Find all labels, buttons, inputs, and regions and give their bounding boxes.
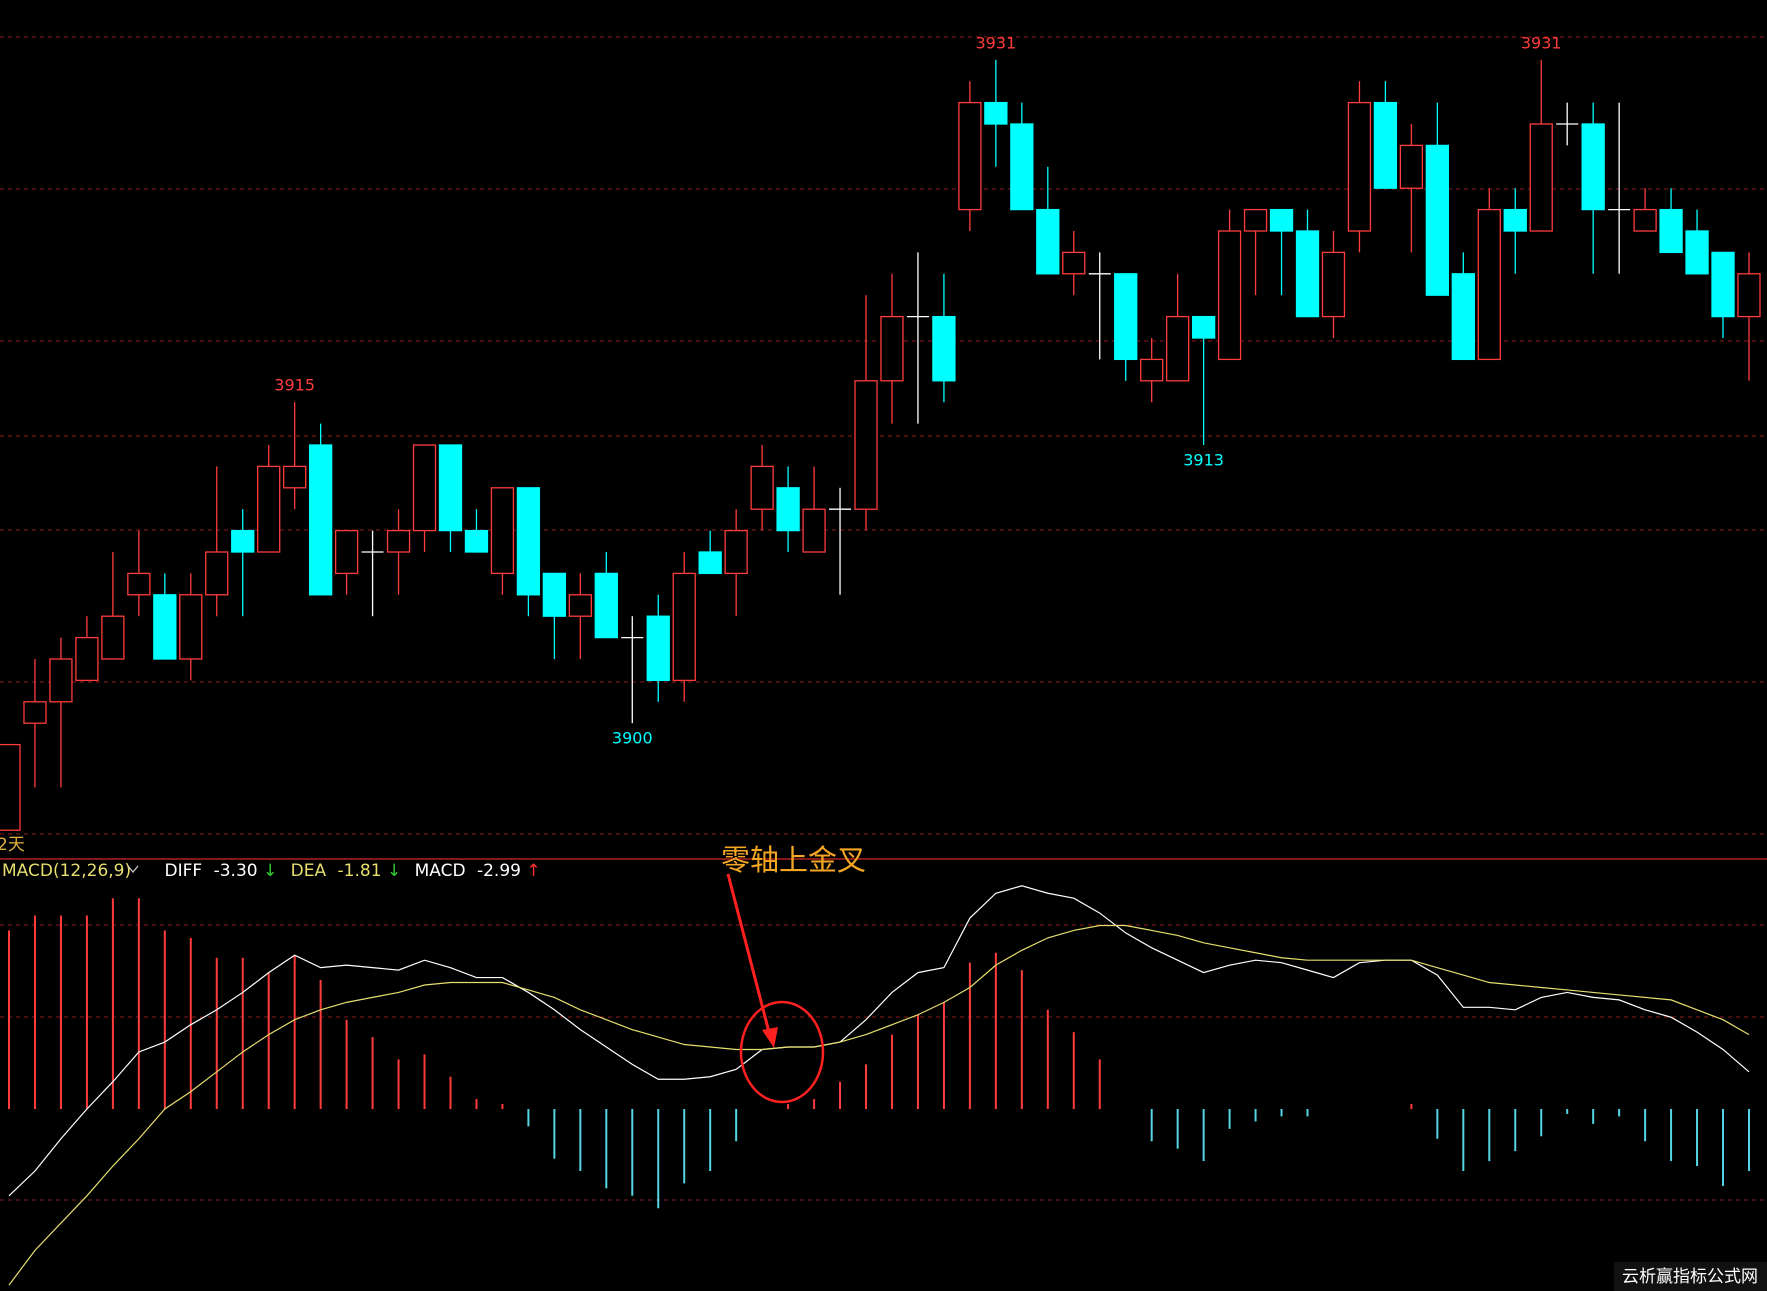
candle-body <box>1373 101 1398 189</box>
candle-body <box>1659 208 1683 254</box>
indicator-line <box>8 885 1750 1197</box>
candle-body <box>1529 123 1553 232</box>
candle-body <box>1010 123 1034 211</box>
annotation-circle <box>739 1000 825 1104</box>
candle-body <box>127 572 151 596</box>
candle-body <box>1425 144 1449 296</box>
candle-body <box>205 551 229 596</box>
high-label: 3931 <box>1521 33 1562 52</box>
series-value: -3.30 <box>214 861 258 881</box>
candle-body <box>958 101 982 211</box>
candle-body <box>672 572 696 682</box>
trend-arrow: ↑ <box>526 861 540 881</box>
candle-body <box>386 529 411 553</box>
macd-panel <box>8 885 1750 1286</box>
candle-body <box>750 465 774 510</box>
candle-body <box>854 380 878 510</box>
candle-body <box>1347 101 1372 232</box>
series-name: DIFF <box>165 861 203 881</box>
trend-arrow: ↓ <box>263 861 277 881</box>
candle-body <box>776 487 800 532</box>
low-label: 3900 <box>612 729 653 748</box>
candle-body <box>1399 144 1424 189</box>
candle-body <box>1243 208 1268 232</box>
candle-body <box>880 315 904 382</box>
series-name: MACD <box>415 861 466 881</box>
candle-body <box>49 658 73 703</box>
candle-body <box>283 465 307 489</box>
candle-body <box>1633 208 1657 232</box>
period-label: 2天 <box>0 835 25 855</box>
series-name: DEA <box>291 861 327 881</box>
candle-body <box>724 529 748 575</box>
candle-body <box>1140 358 1164 382</box>
indicator-title: MACD(12,26,9) <box>2 861 131 881</box>
candle-body <box>1036 208 1060 275</box>
candle-body <box>1477 208 1501 361</box>
candle-body <box>594 572 618 639</box>
high-label: 3931 <box>976 33 1017 52</box>
candle-body <box>698 551 722 575</box>
price-panel: 3915 3900 3931 3913 3931 <box>0 33 1761 831</box>
candle-body <box>0 743 21 831</box>
candle-body <box>1581 123 1605 211</box>
candle-body <box>464 529 489 553</box>
annotation: 零轴上金叉 <box>721 843 866 877</box>
candle-body <box>490 487 515 575</box>
candle-body <box>308 444 333 596</box>
candle-body <box>1711 251 1735 318</box>
candle-body <box>646 615 670 682</box>
candle-body <box>101 615 125 660</box>
candle-body <box>932 315 956 382</box>
watermark-box <box>1614 1262 1767 1291</box>
candle-body <box>1166 315 1190 382</box>
candle-body <box>1114 273 1138 361</box>
candle-body <box>75 636 99 682</box>
annotation-arrowhead <box>762 1027 778 1048</box>
candle-body <box>568 594 592 617</box>
trend-arrow: ↓ <box>387 861 401 881</box>
candle-body <box>1191 315 1216 339</box>
candle-body <box>257 465 281 553</box>
candle-body <box>984 101 1008 125</box>
candle-body <box>1295 230 1320 318</box>
candle-body <box>231 529 255 553</box>
low-label: 3913 <box>1183 451 1224 470</box>
candle-body <box>1217 230 1242 361</box>
candle-body <box>23 701 47 724</box>
series-value: -2.99 <box>477 861 521 881</box>
indicator-header: MACD(12,26,9) DIFF -3.30 ↓ DEA -1.81 ↓ M… <box>2 861 541 881</box>
candle-body <box>334 529 359 575</box>
grid <box>0 36 1767 1201</box>
candle-body <box>179 594 203 660</box>
series-value: -1.81 <box>338 861 382 881</box>
candle-body <box>802 508 826 553</box>
high-label: 3915 <box>274 376 315 395</box>
candle-body <box>153 594 177 660</box>
candle-body <box>1451 273 1475 361</box>
watermark: 云析赢指标公式网 <box>1622 1267 1758 1287</box>
candle-body <box>1737 273 1761 318</box>
candle-body <box>438 444 463 532</box>
dropdown-icon[interactable] <box>127 865 139 874</box>
candle-body <box>516 487 541 596</box>
indicator-line <box>8 924 1750 1286</box>
candle-body <box>1685 230 1709 275</box>
candle-body <box>542 572 567 617</box>
candle-body <box>412 444 437 532</box>
candle-body <box>1269 208 1294 232</box>
candle-body <box>1062 251 1086 275</box>
candle-body <box>1503 208 1527 232</box>
candle-body <box>1321 251 1346 318</box>
